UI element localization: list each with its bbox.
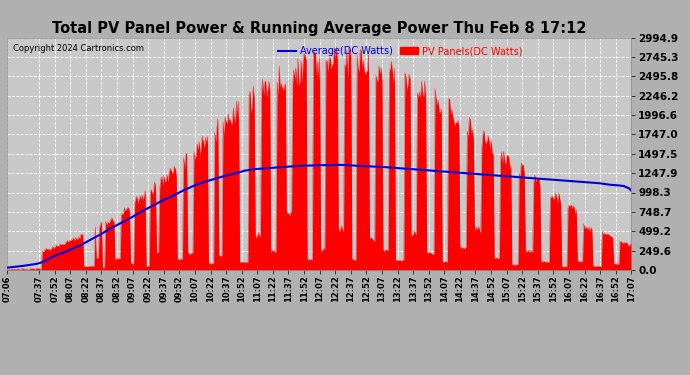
Title: Total PV Panel Power & Running Average Power Thu Feb 8 17:12: Total PV Panel Power & Running Average P… — [52, 21, 586, 36]
Legend: Average(DC Watts), PV Panels(DC Watts): Average(DC Watts), PV Panels(DC Watts) — [275, 42, 526, 60]
Text: Copyright 2024 Cartronics.com: Copyright 2024 Cartronics.com — [13, 45, 144, 54]
